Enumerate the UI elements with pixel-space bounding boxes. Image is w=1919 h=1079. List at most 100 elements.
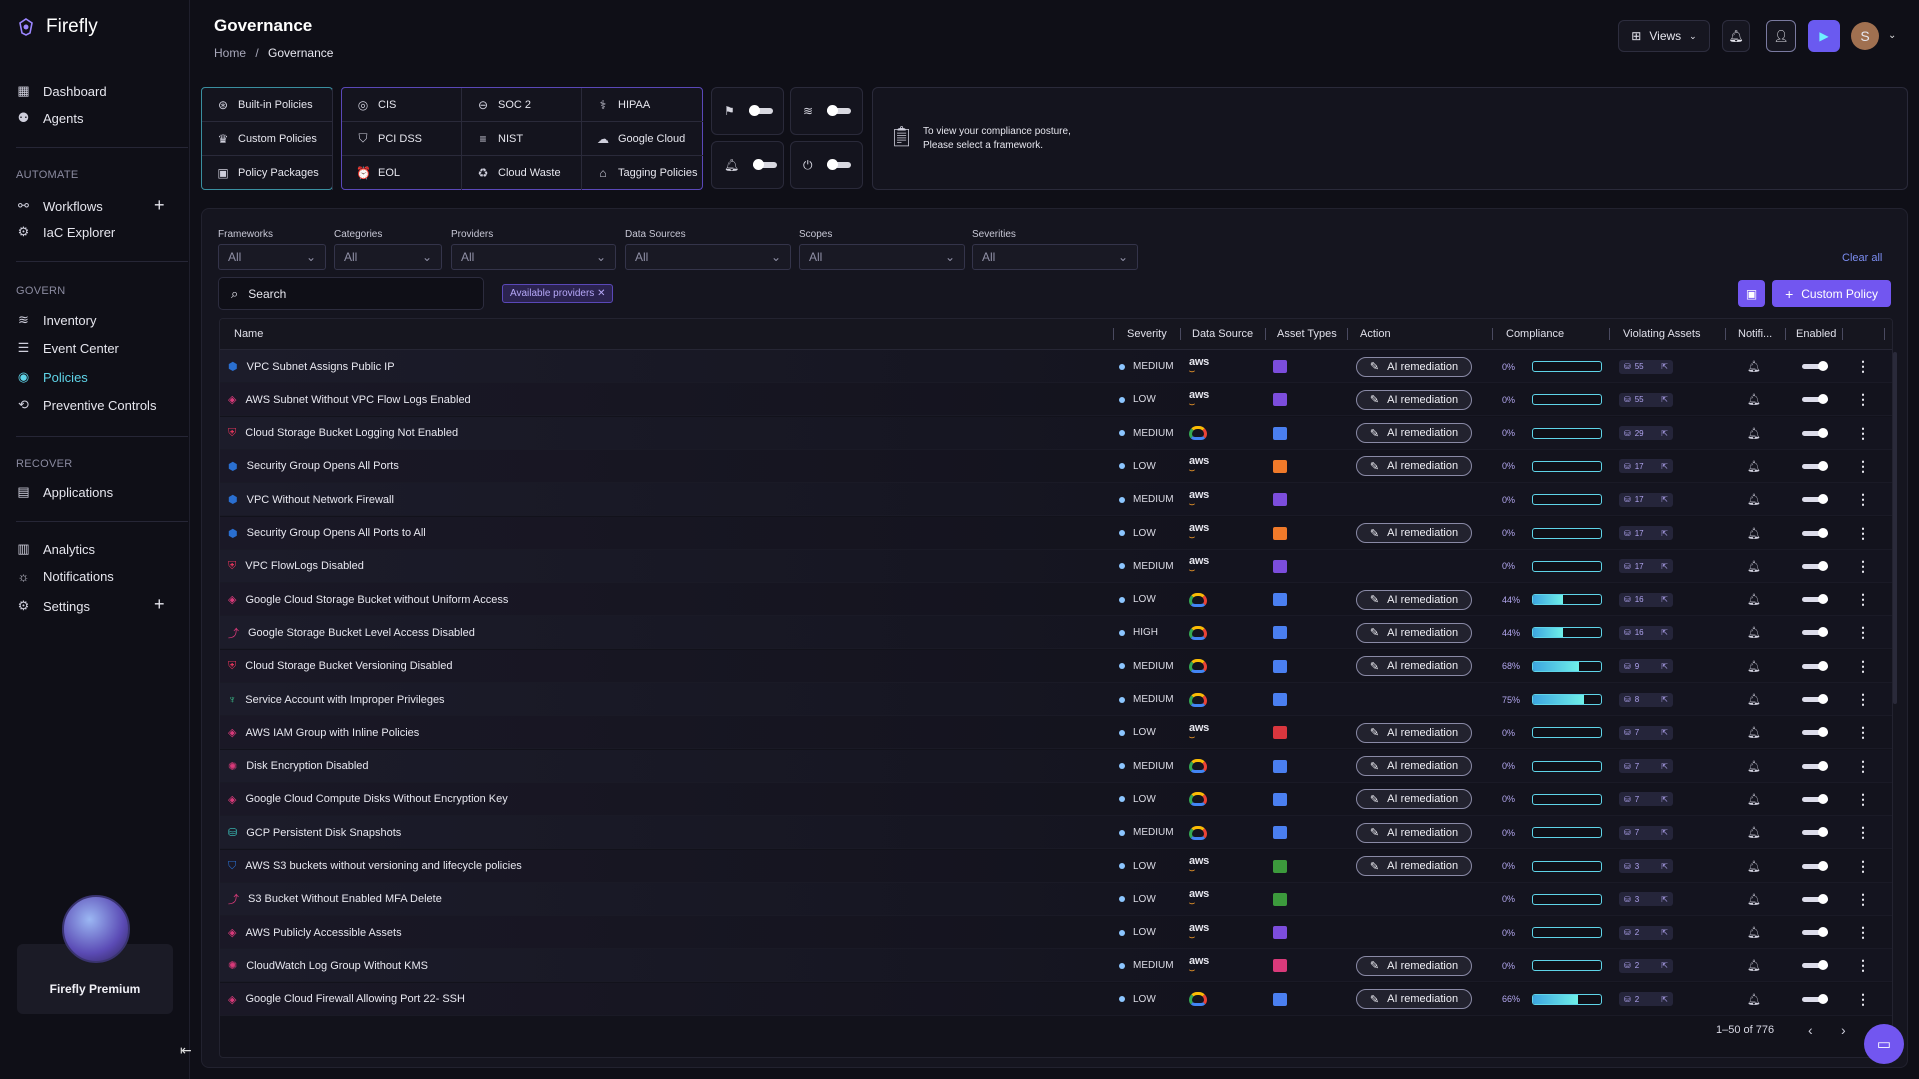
more-options-icon[interactable]: ⋮ (1856, 557, 1870, 574)
flag-toggle[interactable]: ⚑ (711, 87, 784, 135)
tab-cis[interactable]: ◎ CIS (342, 88, 462, 122)
notification-bell-icon[interactable]: 🔔︎ (1747, 527, 1761, 540)
nav-applications[interactable]: ▤ Applications (17, 484, 114, 500)
enabled-toggle[interactable] (1802, 527, 1828, 538)
notification-bell-icon[interactable]: 🔔︎ (1747, 694, 1761, 706)
enabled-toggle[interactable] (1802, 594, 1828, 605)
filter-scopes[interactable]: Scopes All ⌄ (799, 229, 965, 270)
violating-assets-badge[interactable]: ⛁ 2 ⇱ (1619, 925, 1673, 940)
col-data-source[interactable]: Data Source (1192, 328, 1254, 340)
violating-assets-badge[interactable]: ⛁ 16 ⇱ (1619, 592, 1673, 607)
collapse-sidebar-icon[interactable]: ⇤ (180, 1042, 192, 1058)
notification-bell-icon[interactable]: 🔔︎ (1747, 361, 1761, 373)
bell-switch[interactable] (753, 159, 778, 170)
table-row[interactable]: ◈ Google Cloud Compute Disks Without Encr… (220, 782, 1892, 816)
policy-name[interactable]: Google Cloud Firewall Allowing Port 22- … (245, 993, 465, 1006)
col-notifications[interactable]: Notifi... (1738, 328, 1773, 340)
policy-name[interactable]: Google Storage Bucket Level Access Disab… (248, 626, 475, 639)
calendar-button[interactable]: ▣ (1738, 280, 1765, 307)
more-options-icon[interactable]: ⋮ (1856, 424, 1870, 441)
enabled-toggle[interactable] (1802, 394, 1828, 405)
severities-select[interactable]: All ⌄ (972, 244, 1138, 270)
col-severity[interactable]: Severity (1127, 328, 1167, 340)
enabled-toggle[interactable] (1802, 793, 1828, 804)
app-logo[interactable]: Firefly (16, 16, 98, 38)
enabled-toggle[interactable] (1802, 627, 1828, 638)
notification-bell-icon[interactable]: 🔔︎ (1747, 760, 1761, 773)
tab-hipaa[interactable]: ⚕ HIPAA (582, 88, 703, 122)
violating-assets-badge[interactable]: ⛁ 55 ⇱ (1619, 392, 1673, 407)
violating-assets-badge[interactable]: ⛁ 7 ⇱ (1619, 759, 1673, 774)
media-button[interactable]: ▶ (1808, 20, 1840, 52)
more-options-icon[interactable]: ⋮ (1856, 457, 1870, 474)
ai-remediation-button[interactable]: ✎ AI remediation (1356, 756, 1472, 777)
tab-google-cloud[interactable]: ☁ Google Cloud (582, 122, 703, 156)
violating-assets-badge[interactable]: ⛁ 7 ⇱ (1619, 725, 1673, 740)
more-options-icon[interactable]: ⋮ (1856, 624, 1870, 641)
more-options-icon[interactable]: ⋮ (1856, 391, 1870, 408)
violating-assets-badge[interactable]: ⛁ 7 ⇱ (1619, 792, 1673, 807)
col-asset-types[interactable]: Asset Types (1277, 328, 1337, 340)
violating-assets-badge[interactable]: ⛁ 2 ⇱ (1619, 992, 1673, 1007)
add-workflow-button[interactable]: + (154, 195, 165, 215)
nav-analytics[interactable]: ▥ Analytics (17, 541, 96, 557)
more-options-icon[interactable]: ⋮ (1856, 358, 1870, 374)
enabled-toggle[interactable] (1802, 361, 1828, 371)
table-row[interactable]: ⤴ Google Storage Bucket Level Access Disa… (220, 616, 1892, 650)
filter-providers[interactable]: Providers All ⌄ (451, 229, 616, 270)
notification-bell-icon[interactable]: 🔔︎ (1747, 427, 1761, 440)
col-enabled[interactable]: Enabled (1796, 328, 1837, 340)
tab-cloud-waste[interactable]: ♻ Cloud Waste (462, 156, 582, 190)
ai-remediation-button[interactable]: ✎ AI remediation (1356, 955, 1472, 976)
scopes-select[interactable]: All ⌄ (799, 244, 965, 270)
policy-name[interactable]: Service Account with Improper Privileges (245, 693, 445, 706)
policy-name[interactable]: S3 Bucket Without Enabled MFA Delete (248, 893, 442, 906)
notification-bell-icon[interactable]: 🔔︎ (1747, 627, 1761, 640)
violating-assets-badge[interactable]: ⛁ 55 ⇱ (1619, 359, 1673, 374)
table-scrollbar[interactable] (1893, 352, 1897, 704)
violating-assets-badge[interactable]: ⛁ 17 ⇱ (1619, 559, 1673, 574)
layers-switch[interactable] (827, 105, 852, 116)
tab-built-in-policies[interactable]: ⊛ Built-in Policies (202, 88, 333, 122)
more-options-icon[interactable]: ⋮ (1856, 724, 1870, 741)
filter-frameworks[interactable]: Frameworks All ⌄ (218, 229, 326, 270)
notification-bell-icon[interactable]: 🔔︎ (1747, 394, 1761, 407)
table-row[interactable]: ◈ Google Cloud Storage Bucket without Uni… (220, 583, 1892, 617)
providers-select[interactable]: All ⌄ (451, 244, 616, 270)
enabled-toggle[interactable] (1802, 960, 1828, 971)
policy-name[interactable]: VPC FlowLogs Disabled (245, 560, 364, 573)
notification-bell-icon[interactable]: 🔔︎ (1747, 860, 1761, 873)
nav-dashboard[interactable]: ▦ Dashboard (17, 83, 107, 99)
nav-notifications[interactable]: ☼ Notifications (17, 568, 114, 584)
enabled-toggle[interactable] (1802, 560, 1828, 571)
invite-user-button[interactable]: 👤︎ (1766, 20, 1796, 52)
ai-remediation-button[interactable]: ✎ AI remediation (1356, 856, 1472, 876)
more-options-icon[interactable]: ⋮ (1856, 924, 1870, 941)
nav-event-center[interactable]: ☰ Event Center (17, 340, 119, 356)
more-options-icon[interactable]: ⋮ (1856, 824, 1870, 841)
chat-support-button[interactable]: ▭ (1864, 1024, 1904, 1064)
flag-switch[interactable] (748, 105, 773, 116)
nav-settings[interactable]: ⚙ Settings (17, 598, 90, 614)
more-options-icon[interactable]: ⋮ (1856, 957, 1870, 974)
ai-remediation-button[interactable]: ✎ AI remediation (1356, 789, 1472, 810)
enabled-toggle[interactable] (1802, 460, 1828, 471)
enabled-toggle[interactable] (1802, 993, 1828, 1004)
table-row[interactable]: ✺ CloudWatch Log Group Without KMS MEDIUM a… (220, 949, 1892, 983)
col-name[interactable]: Name (234, 328, 264, 340)
notification-bell-icon[interactable]: 🔔︎ (1747, 727, 1761, 740)
power-switch[interactable] (826, 159, 851, 170)
policy-name[interactable]: GCP Persistent Disk Snapshots (246, 826, 402, 839)
enabled-toggle[interactable] (1802, 927, 1828, 938)
more-options-icon[interactable]: ⋮ (1856, 890, 1870, 907)
violating-assets-badge[interactable]: ⛁ 29 ⇱ (1619, 426, 1673, 441)
policy-name[interactable]: AWS Publicly Accessible Assets (245, 926, 402, 939)
ai-remediation-button[interactable]: ✎ AI remediation (1356, 656, 1472, 677)
notification-bell-icon[interactable]: 🔔︎ (1747, 594, 1761, 607)
table-row[interactable]: ⬢ Security Group Opens All Ports to All LO… (220, 516, 1892, 550)
more-options-icon[interactable]: ⋮ (1856, 757, 1870, 774)
table-row[interactable]: ⛨ Cloud Storage Bucket Versioning Disable… (220, 649, 1892, 683)
violating-assets-badge[interactable]: ⛁ 2 ⇱ (1619, 958, 1673, 973)
policy-name[interactable]: AWS IAM Group with Inline Policies (245, 726, 420, 739)
chevron-down-icon[interactable]: ⌄ (1888, 30, 1897, 41)
